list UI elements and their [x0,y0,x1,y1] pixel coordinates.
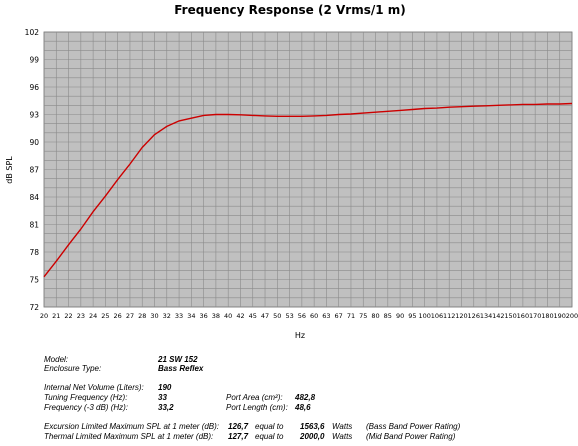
y-tick-label: 72 [29,303,39,312]
y-tick-label: 96 [29,83,39,92]
port-area-label: Port Area (cm²): [226,393,283,402]
x-tick-label: 28 [138,312,146,320]
excursion-label: Excursion Limited Maximum SPL at 1 meter… [44,422,220,431]
frequency-response-chart: Frequency Response (2 Vrms/1 m) 102 99 96 9… [5,3,578,340]
x-tick-label: 95 [408,312,416,320]
thermal-watts: 2000,0 [300,432,325,441]
x-tick-label: 90 [396,312,404,320]
x-tick-label: 23 [77,312,85,320]
x-tick-label: 106 [431,312,443,320]
thermal-note: (Mid Band Power Rating) [366,432,456,441]
y-tick-label: 90 [29,138,39,147]
port-length-label: Port Length (cm): [226,403,288,412]
y-tick-label: 93 [29,111,39,120]
y-axis-label: dB SPL [5,156,14,184]
port-area-value: 482,8 [295,393,316,402]
x-tick-label: 27 [126,312,134,320]
tuning-value: 33 [158,393,167,402]
y-tick-label: 81 [29,221,39,230]
enclosure-specs: Model: 21 SW 152 Enclosure Type: Bass Re… [0,352,578,446]
y-tick-label: 75 [29,276,39,285]
tuning-label: Tuning Frequency (Hz): [44,393,128,402]
x-tick-label: 112 [443,312,455,320]
x-tick-label: 30 [150,312,158,320]
enclosure-value: Bass Reflex [158,364,204,373]
y-tick-label: 84 [29,193,39,202]
x-tick-label: 120 [455,312,467,320]
x-tick-label: 134 [480,312,492,320]
x-tick-label: 20 [40,312,48,320]
x-tick-label: 33 [175,312,183,320]
thermal-label: Thermal Limited Maximum SPL at 1 meter (… [44,432,214,441]
volume-value: 190 [158,383,172,392]
model-value: 21 SW 152 [158,355,198,364]
y-tick-label: 78 [29,248,39,257]
thermal-value: 127,7 [228,432,249,441]
x-tick-label: 34 [187,312,195,320]
x-tick-label: 50 [273,312,281,320]
excursion-equal: equal to [255,422,284,431]
x-tick-label: 22 [64,312,72,320]
x-tick-label: 21 [52,312,60,320]
f3-label: Frequency (-3 dB) (Hz): [44,403,129,412]
grid [43,31,573,308]
x-tick-label: 200 [566,312,578,320]
volume-label: Internal Net Volume (Liters): [44,383,144,392]
x-tick-label: 25 [101,312,109,320]
thermal-unit: Watts [332,432,353,441]
x-tick-label: 100 [418,312,430,320]
excursion-note: (Bass Band Power Rating) [366,422,461,431]
excursion-value: 126,7 [228,422,249,431]
chart-title: Frequency Response (2 Vrms/1 m) [174,3,406,17]
x-tick-label: 80 [371,312,379,320]
x-tick-label: 42 [236,312,244,320]
x-tick-label: 71 [347,312,355,320]
x-tick-label: 53 [285,312,293,320]
x-tick-label: 180 [541,312,553,320]
x-tick-label: 60 [310,312,318,320]
thermal-equal: equal to [255,432,284,441]
x-tick-label: 40 [224,312,232,320]
x-tick-label: 190 [554,312,566,320]
y-axis-ticks: 102 99 96 93 90 87 84 81 78 75 72 [25,28,40,312]
x-axis-ticks: 20 21 22 23 24 25 26 27 28 30 32 33 34 36 38 40 42 45 47 50… [40,312,578,320]
x-tick-label: 26 [114,312,122,320]
x-tick-label: 150 [504,312,516,320]
x-tick-label: 24 [89,312,97,320]
x-tick-label: 170 [529,312,541,320]
x-axis-label: Hz [295,331,305,340]
x-tick-label: 85 [384,312,392,320]
x-tick-label: 75 [359,312,367,320]
excursion-unit: Watts [332,422,353,431]
f3-value: 33,2 [158,403,174,412]
port-length-value: 48,6 [295,403,311,412]
y-tick-label: 102 [25,28,40,37]
enclosure-label: Enclosure Type: [44,364,102,373]
x-tick-label: 47 [261,312,269,320]
y-tick-label: 99 [29,56,39,65]
x-tick-label: 32 [163,312,171,320]
x-tick-label: 38 [212,312,220,320]
x-tick-label: 63 [322,312,330,320]
x-tick-label: 142 [492,312,504,320]
x-tick-label: 56 [298,312,306,320]
x-tick-label: 126 [468,312,480,320]
x-tick-label: 36 [199,312,207,320]
excursion-watts: 1563,6 [300,422,325,431]
response-curve [43,102,573,278]
x-tick-label: 45 [249,312,257,320]
x-tick-label: 160 [517,312,529,320]
x-tick-label: 67 [335,312,343,320]
y-tick-label: 87 [29,166,39,175]
model-label: Model: [44,355,69,364]
